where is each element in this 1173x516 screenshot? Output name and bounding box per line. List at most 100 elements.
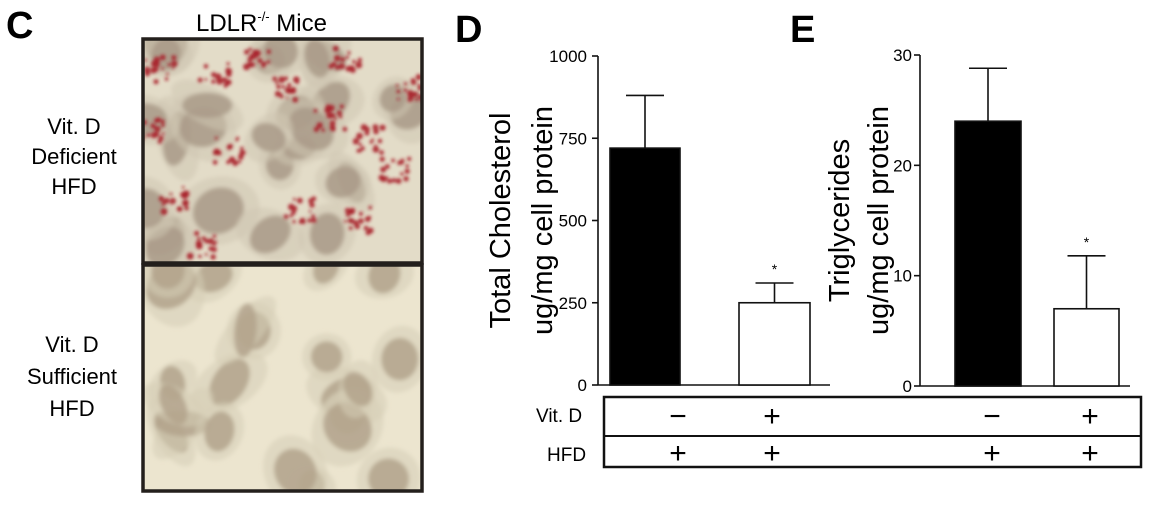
lipid-droplet	[349, 210, 354, 215]
lipid-droplet	[212, 234, 217, 238]
lipid-droplet	[403, 88, 408, 92]
lipid-droplet	[371, 138, 375, 142]
row-label-line: HFD	[51, 174, 96, 199]
lipid-droplet	[334, 65, 340, 70]
lipid-droplet	[355, 61, 363, 69]
lipid-droplet	[228, 143, 233, 149]
cell-nucleus	[343, 372, 373, 407]
lipid-droplet	[363, 225, 369, 231]
plus-mark: +	[669, 437, 687, 470]
lipid-droplet	[338, 114, 343, 119]
lipid-droplet	[203, 64, 209, 69]
lipid-droplet	[292, 197, 296, 201]
lipid-droplet	[285, 96, 289, 99]
lipid-droplet	[159, 54, 166, 61]
lipid-droplet	[161, 67, 164, 70]
lipid-droplet	[275, 80, 279, 85]
lipid-droplet	[352, 59, 356, 64]
row-label-deficient: Vit. D Deficient HFD	[31, 114, 117, 199]
bar	[954, 120, 1022, 387]
lipid-droplet	[247, 57, 252, 63]
plus-mark: +	[763, 437, 781, 470]
cell-nucleus	[204, 411, 235, 452]
lipid-droplet	[144, 70, 151, 77]
lipid-droplet	[357, 57, 362, 63]
chart-total-cholesterol: Total Cholesterol ug/mg cell protein 0 250 5…	[485, 47, 830, 395]
lipid-droplet	[334, 55, 341, 62]
lipid-droplet	[360, 146, 365, 151]
lipid-droplet	[171, 55, 177, 61]
lipid-droplet	[345, 55, 349, 60]
plus-mark: +	[1081, 437, 1099, 470]
lipid-droplet	[249, 61, 256, 68]
lipid-droplet	[284, 76, 289, 81]
cell-nucleus	[151, 265, 185, 289]
lipid-droplet	[343, 219, 347, 223]
lipid-droplet	[195, 242, 203, 250]
lipid-droplet	[289, 213, 294, 218]
cell-nucleus	[288, 107, 334, 151]
row-label-line: HFD	[49, 396, 94, 421]
row-label-line: Deficient	[31, 144, 117, 169]
lipid-droplet	[212, 150, 218, 156]
y-tick-label: 20	[893, 156, 912, 175]
lipid-droplet	[161, 132, 165, 135]
panel-c-title-main: LDLR	[196, 10, 257, 37]
lipid-droplet	[349, 218, 355, 224]
condition-row-label-hfd: HFD	[547, 445, 586, 466]
panel-c-title: LDLR-/- Mice	[196, 9, 327, 37]
lipid-droplet	[170, 201, 173, 205]
lipid-droplet	[232, 159, 239, 167]
micrograph-sufficient-frame	[141, 263, 424, 493]
lipid-droplet	[169, 192, 173, 196]
lipid-droplet	[340, 57, 345, 62]
lipid-droplet	[296, 197, 303, 204]
lipid-droplet	[356, 132, 363, 140]
lipid-droplet	[410, 78, 415, 83]
lipid-droplet	[354, 223, 361, 230]
lipid-droplet	[212, 242, 217, 246]
lipid-droplet	[387, 178, 393, 184]
chart-triglycerides: Triglycerides ug/mg cell protein 0 10 20 30 *	[824, 46, 1130, 396]
lipid-droplet	[241, 150, 246, 155]
lipid-droplet	[358, 142, 362, 147]
cell-nucleus	[263, 39, 298, 69]
lipid-droplet	[244, 49, 250, 55]
micrograph-deficient	[143, 39, 422, 263]
lipid-droplet	[279, 92, 283, 96]
lipid-droplet	[167, 63, 171, 67]
lipid-droplet	[364, 126, 370, 132]
lipid-droplet	[403, 82, 408, 86]
lipid-droplet	[226, 160, 231, 165]
lipid-droplet	[186, 252, 194, 260]
lipid-droplet	[248, 47, 253, 52]
lipid-droplet	[150, 123, 156, 129]
lipid-droplet	[347, 51, 351, 55]
lipid-droplet	[182, 199, 189, 207]
lipid-droplet	[338, 63, 345, 70]
lipid-droplet	[403, 176, 409, 182]
lipid-droplet	[153, 56, 161, 63]
lipid-droplet	[379, 124, 386, 131]
cell-nucleus	[158, 384, 188, 425]
lipid-droplet	[214, 136, 218, 140]
cell-nucleus	[249, 215, 291, 254]
lipid-droplet	[395, 84, 399, 87]
cell-nucleus	[274, 448, 317, 491]
lipid-droplet	[257, 58, 263, 64]
y-axis-label: ug/mg cell protein	[863, 106, 895, 335]
cell-nucleus	[251, 122, 286, 152]
row-label-line: Sufficient	[27, 364, 117, 389]
lipid-droplet	[146, 133, 151, 138]
lipid-droplet	[160, 119, 165, 124]
condition-table: Vit. D HFD − + − + + + + +	[536, 395, 1143, 470]
lipid-droplet	[153, 79, 159, 85]
lipid-droplet	[316, 122, 323, 129]
panel-c-title-tail: Mice	[270, 10, 327, 37]
lipid-droplet	[287, 82, 292, 88]
lipid-droplet	[372, 146, 380, 153]
lipid-droplet	[194, 230, 200, 236]
panel-d-letter: D	[455, 9, 482, 51]
lipid-droplet	[204, 252, 208, 256]
lipid-droplet	[216, 150, 222, 156]
